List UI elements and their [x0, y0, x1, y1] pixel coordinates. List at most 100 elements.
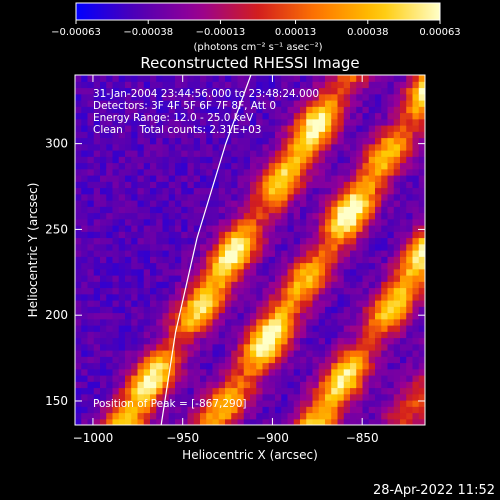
heatmap-cell — [218, 156, 226, 164]
heatmap-cell — [281, 343, 289, 351]
heatmap-cell — [231, 268, 239, 276]
heatmap-cell — [343, 93, 351, 101]
heatmap-cell — [300, 118, 307, 126]
heatmap-cell — [393, 181, 401, 189]
heatmap-cell — [175, 93, 182, 101]
heatmap-cell — [293, 406, 301, 414]
heatmap-cell — [93, 137, 101, 145]
heatmap-cell — [231, 275, 239, 282]
heatmap-cell — [331, 250, 339, 257]
heatmap-cell — [250, 306, 257, 314]
heatmap-cell — [118, 418, 126, 425]
heatmap-cell — [168, 318, 176, 326]
heatmap-cell — [256, 237, 264, 245]
heatmap-cell — [262, 237, 270, 245]
heatmap-cell — [412, 406, 420, 414]
heatmap-cell — [250, 400, 257, 407]
heatmap-cell — [275, 350, 282, 357]
heatmap-cell — [131, 175, 139, 182]
heatmap-cell — [168, 393, 176, 401]
heatmap-cell — [250, 268, 257, 276]
heatmap-cell — [175, 406, 182, 414]
heatmap-cell — [243, 206, 251, 214]
heatmap-cell — [206, 318, 214, 326]
heatmap-cell — [81, 306, 89, 314]
heatmap-cell — [281, 218, 289, 226]
heatmap-cell — [362, 93, 370, 101]
heatmap-cell — [112, 112, 120, 120]
heatmap-cell — [331, 300, 339, 307]
heatmap-cell — [175, 325, 182, 332]
heatmap-cell — [368, 343, 376, 351]
heatmap-cell — [268, 100, 276, 107]
heatmap-cell — [81, 137, 89, 145]
heatmap-cell — [268, 281, 276, 289]
heatmap-cell — [187, 112, 195, 120]
heatmap-cell — [212, 137, 220, 145]
heatmap-cell — [306, 81, 314, 89]
heatmap-cell — [162, 168, 170, 176]
heatmap-cell — [412, 243, 420, 251]
heatmap-cell — [150, 143, 157, 151]
heatmap-cell — [387, 368, 395, 376]
heatmap-cell — [281, 268, 289, 276]
heatmap-cell — [118, 368, 126, 376]
heatmap-cell — [125, 131, 132, 139]
heatmap-cell — [337, 125, 345, 132]
heatmap-cell — [343, 387, 351, 395]
heatmap-cell — [318, 212, 326, 220]
heatmap-cell — [275, 300, 282, 307]
heatmap-cell — [275, 262, 282, 270]
heatmap-cell — [375, 112, 382, 120]
heatmap-cell — [350, 237, 357, 245]
heatmap-cell — [368, 156, 376, 164]
heatmap-cell — [212, 206, 220, 214]
heatmap-cell — [162, 325, 170, 332]
heatmap-cell — [200, 112, 207, 120]
heatmap-cell — [331, 381, 339, 389]
heatmap-cell — [343, 100, 351, 107]
heatmap-cell — [131, 162, 139, 170]
heatmap-cell — [362, 300, 370, 307]
heatmap-cell — [181, 200, 189, 207]
heatmap-cell — [212, 268, 220, 276]
heatmap-cell — [200, 331, 207, 339]
heatmap-cell — [268, 143, 276, 151]
heatmap-cell — [162, 137, 170, 145]
heatmap-cell — [75, 337, 82, 345]
heatmap-cell — [400, 131, 407, 139]
heatmap-cell — [368, 312, 376, 320]
heatmap-cell — [387, 393, 395, 401]
heatmap-cell — [312, 187, 320, 195]
heatmap-cell — [268, 225, 276, 232]
heatmap-cell — [412, 206, 420, 214]
heatmap-cell — [112, 125, 120, 132]
heatmap-cell — [193, 368, 201, 376]
heatmap-cell — [218, 87, 226, 95]
heatmap-cell — [137, 250, 145, 257]
heatmap-cell — [87, 75, 95, 82]
heatmap-cell — [100, 393, 107, 401]
heatmap-cell — [306, 262, 314, 270]
heatmap-cell — [93, 412, 101, 420]
heatmap-cell — [181, 312, 189, 320]
heatmap-cell — [137, 406, 145, 414]
heatmap-cell — [181, 193, 189, 201]
heatmap-cell — [200, 125, 207, 132]
heatmap-cell — [381, 187, 389, 195]
heatmap-cell — [81, 193, 89, 201]
heatmap-cell — [75, 200, 82, 207]
heatmap-cell — [331, 312, 339, 320]
heatmap-cell — [193, 100, 201, 107]
heatmap-cell — [225, 287, 232, 295]
heatmap-cell — [343, 331, 351, 339]
heatmap-cell — [287, 137, 295, 145]
heatmap-cell — [406, 418, 414, 425]
heatmap-cell — [200, 200, 207, 207]
heatmap-cell — [225, 306, 232, 314]
heatmap-cell — [350, 250, 357, 257]
heatmap-cell — [406, 412, 414, 420]
heatmap-cell — [237, 250, 245, 257]
heatmap-cell — [206, 300, 214, 307]
heatmap-cell — [418, 343, 425, 351]
